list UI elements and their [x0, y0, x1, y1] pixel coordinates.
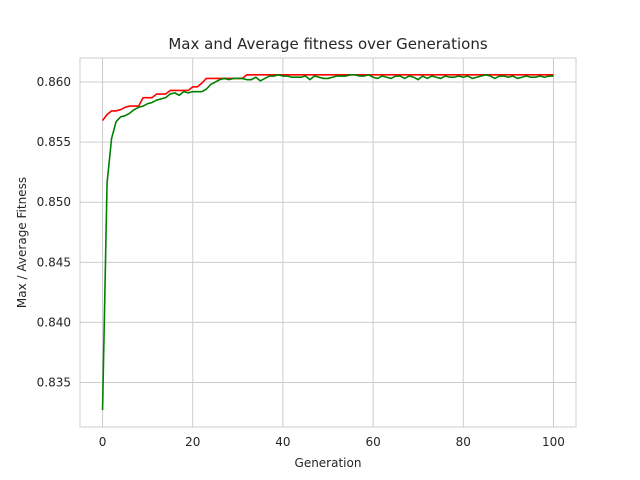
series-layer: [101, 74, 554, 411]
chart-title: Max and Average fitness over Generations: [168, 35, 487, 53]
y-axis-label: Max / Average Fitness: [15, 177, 29, 308]
y-tick-label: 0.840: [37, 315, 71, 329]
series-line-green: [101, 74, 554, 411]
x-tick-label: 0: [99, 435, 107, 449]
y-tick-label: 0.860: [37, 75, 71, 89]
x-tick-label: 100: [542, 435, 565, 449]
x-tick-label: 40: [275, 435, 290, 449]
y-tick-label: 0.850: [37, 195, 71, 209]
y-tick-label: 0.835: [37, 376, 71, 390]
x-axis-label: Generation: [295, 456, 362, 470]
grid: [80, 58, 576, 427]
x-tick-label: 20: [185, 435, 200, 449]
series-line-red: [101, 74, 554, 121]
tick-labels: 0 20 40 60 80 100 0.835 0.840 0.845 0.850 0.855 0.8…: [37, 75, 565, 449]
y-tick-label: 0.855: [37, 135, 71, 149]
x-tick-label: 80: [456, 435, 471, 449]
plot-frame: [79, 57, 577, 428]
y-tick-label: 0.845: [37, 255, 71, 269]
x-tick-label: 60: [365, 435, 380, 449]
